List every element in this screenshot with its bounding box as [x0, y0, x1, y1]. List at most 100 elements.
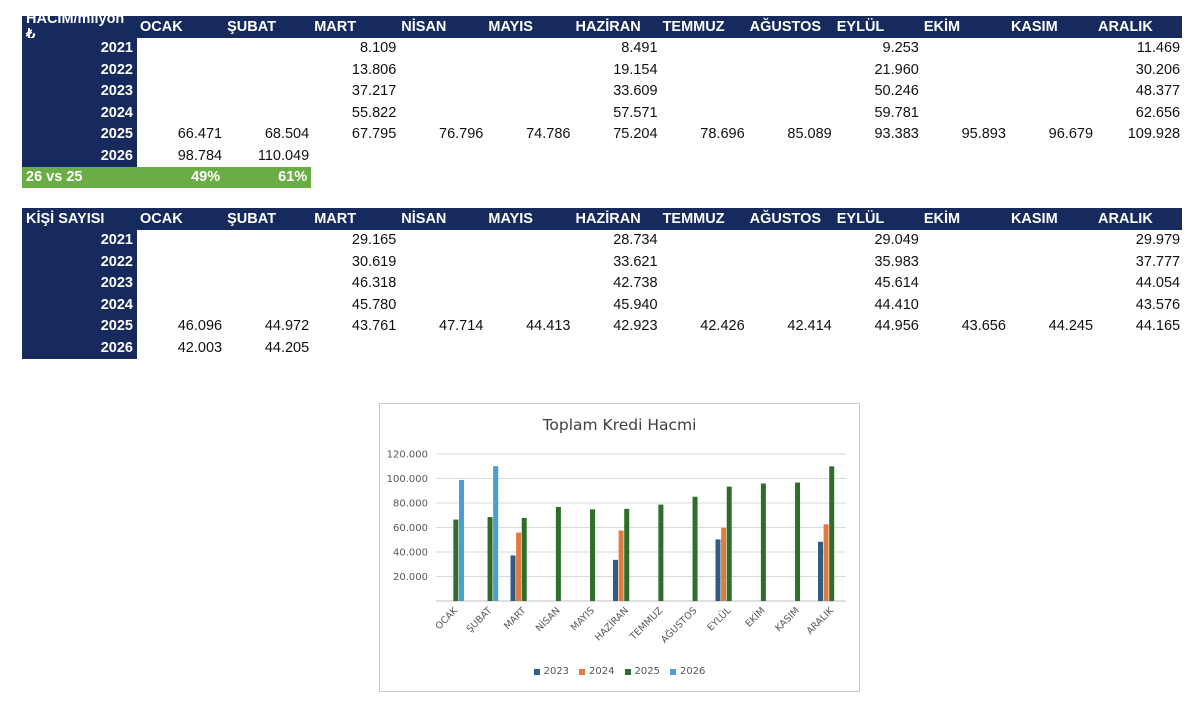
- comparison-subat: 61%: [224, 166, 312, 188]
- volume-value-cell: 13.806: [351, 61, 397, 78]
- volume-value-cell: [921, 145, 1008, 167]
- people-month-header: NİSAN: [401, 210, 447, 227]
- people-value-cell: [311, 337, 398, 359]
- people-value-cell: [921, 273, 1008, 295]
- volume-year-label: 2024: [22, 102, 137, 124]
- volume-month-header: AĞUSTOS: [749, 18, 822, 35]
- people-value-cell: [660, 230, 747, 252]
- bar-2025: [760, 483, 766, 601]
- bar-2026: [493, 466, 499, 601]
- volume-value-cell: [747, 145, 834, 167]
- x-tick-label: HAZİRAN: [593, 605, 631, 643]
- bar-2024: [516, 532, 522, 601]
- x-tick-label: NİSAN: [534, 605, 563, 634]
- bar-2025: [590, 509, 596, 601]
- people-value-cell: [485, 273, 572, 295]
- bar-2025: [521, 517, 527, 601]
- people-value-cell: 42.414: [787, 318, 832, 335]
- people-value-cell: [834, 337, 921, 359]
- volume-value-cell: [1008, 145, 1095, 167]
- y-tick-label: 100.000: [387, 474, 428, 485]
- people-value-cell: 43.576: [1135, 296, 1181, 313]
- legend-swatch: [533, 668, 540, 675]
- legend-label: 2024: [589, 666, 615, 677]
- volume-value-cell: [747, 102, 834, 124]
- volume-year-row: 2025 66.471 68.504 67.795 76.796 74.786 75.204…: [22, 123, 1182, 145]
- people-value-cell: 44.245: [1048, 318, 1094, 335]
- volume-value-cell: [921, 38, 1008, 60]
- volume-year-row: 2023 37.217 33.609 50.246 48.377: [22, 80, 1182, 103]
- legend-item: 2025: [624, 666, 660, 677]
- comparison-ocak: 49%: [137, 166, 225, 188]
- people-value-cell: [660, 337, 747, 359]
- bar-2023: [613, 559, 619, 601]
- people-year-row: 2022 30.619 33.621 35.983 37.777: [22, 251, 1182, 273]
- people-value-cell: [224, 251, 311, 273]
- volume-value-cell: [485, 81, 572, 103]
- volume-value-cell: [485, 145, 572, 167]
- people-value-cell: [398, 273, 485, 295]
- bar-2025: [453, 519, 459, 601]
- people-value-cell: 46.096: [177, 318, 223, 335]
- people-value-cell: 43.656: [961, 318, 1006, 335]
- volume-value-cell: [137, 81, 224, 103]
- volume-value-cell: [311, 145, 398, 167]
- volume-value-cell: 30.206: [1135, 61, 1181, 78]
- volume-value-cell: [224, 102, 311, 124]
- volume-value-cell: [572, 145, 659, 167]
- bar-2025: [829, 466, 835, 601]
- bar-2025: [726, 486, 732, 601]
- people-table: KİŞİ SAYISI OCAK ŞUBAT MART NİSAN MAYIS HAZİR…: [22, 208, 1183, 359]
- volume-value-cell: 33.609: [613, 83, 658, 100]
- volume-value-cell: [1008, 102, 1095, 124]
- y-tick-label: 20.000: [393, 572, 428, 583]
- x-tick-label: ŞUBAT: [465, 605, 495, 635]
- people-value-cell: 44.205: [264, 339, 310, 356]
- x-tick-label: ARALIK: [805, 605, 837, 637]
- people-value-cell: [398, 337, 485, 359]
- legend-item: 2023: [533, 666, 570, 677]
- volume-value-cell: 55.822: [351, 104, 397, 121]
- volume-year-row: 2021 8.109 8.491 9.253 11.469: [22, 37, 1182, 60]
- people-value-cell: 44.054: [1135, 275, 1181, 292]
- volume-value-cell: 9.253: [882, 40, 919, 57]
- bar-2023: [818, 541, 824, 601]
- volume-table-header: HACİM/milyon ₺ OCAK ŞUBAT MART NİSAN MAYIS HA…: [22, 11, 1183, 43]
- legend-label: 2026: [679, 666, 706, 677]
- legend-label: 2023: [543, 666, 570, 677]
- bar-2024: [721, 527, 727, 601]
- people-month-header: MAYIS: [488, 210, 533, 227]
- bar-2025: [658, 504, 664, 601]
- y-tick-label: 60.000: [393, 523, 428, 534]
- people-value-cell: 28.734: [613, 232, 658, 249]
- legend-swatch: [624, 668, 631, 675]
- volume-value-cell: [660, 145, 747, 167]
- volume-value-cell: [398, 81, 485, 103]
- volume-value-cell: 66.471: [177, 126, 223, 143]
- legend-item: 2026: [669, 666, 706, 677]
- people-header-label: KİŞİ SAYISI: [26, 210, 105, 227]
- people-year-label: 2024: [22, 294, 137, 316]
- people-value-cell: [137, 273, 224, 295]
- volume-value-cell: [398, 59, 485, 81]
- people-value-cell: [398, 251, 485, 273]
- people-value-cell: [485, 230, 572, 252]
- volume-month-header: ARALIK: [1098, 18, 1153, 35]
- people-value-cell: 44.410: [874, 296, 919, 313]
- chart-title: Toplam Kredi Hacmi: [542, 416, 697, 434]
- people-value-cell: [747, 251, 834, 273]
- people-month-header: EKİM: [923, 210, 961, 227]
- x-tick-label: AĞUSTOS: [658, 605, 699, 646]
- bar-2023: [715, 539, 721, 601]
- people-value-cell: 29.049: [874, 232, 919, 249]
- volume-month-header: EKİM: [923, 18, 961, 35]
- volume-value-cell: 109.928: [1127, 126, 1181, 143]
- volume-year-row: 2026 98.784 110.049: [22, 145, 1182, 167]
- volume-value-cell: [1095, 145, 1182, 167]
- volume-value-cell: 85.089: [787, 126, 832, 143]
- people-year-row: 2025 46.096 44.972 43.761 47.714 44.413 42.923…: [22, 315, 1182, 337]
- volume-value-cell: [137, 38, 224, 60]
- volume-value-cell: [224, 81, 311, 103]
- people-year-label: 2026: [22, 337, 137, 359]
- people-month-header: EYLÜL: [836, 210, 885, 227]
